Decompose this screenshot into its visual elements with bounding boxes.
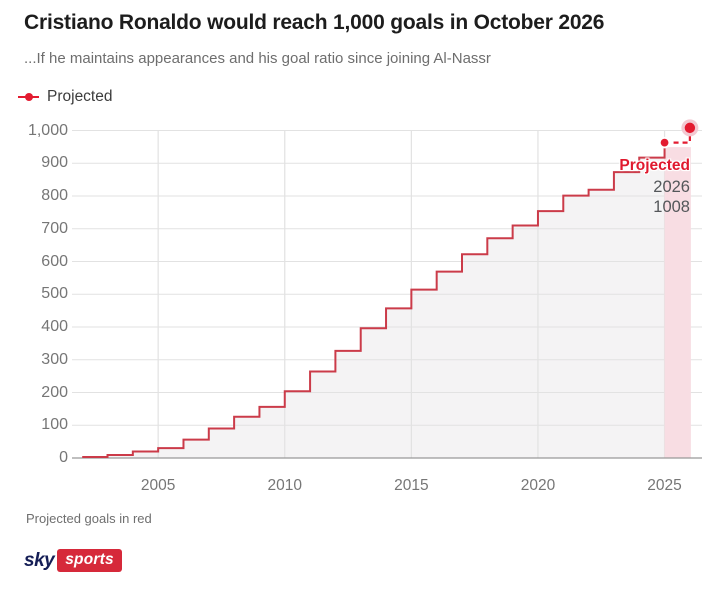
- y-tick-label-500: 500: [41, 285, 68, 303]
- projection-band: [664, 147, 691, 458]
- x-tick-label-2005: 2005: [140, 477, 176, 494]
- chart-footnote: Projected goals in red: [26, 511, 152, 526]
- x-tick-label-2020: 2020: [520, 477, 556, 494]
- annotation-year: 2026: [653, 177, 690, 196]
- y-tick-label-300: 300: [41, 350, 68, 368]
- projected-legend-marker-icon: [18, 88, 39, 106]
- y-tick-label-600: 600: [41, 252, 68, 270]
- x-tick-label-2010: 2010: [267, 477, 302, 494]
- x-tick-label-2025: 2025: [647, 477, 682, 494]
- annotation-projected-label: Projected: [619, 157, 690, 174]
- chart-subtitle: ...If he maintains appearances and his g…: [24, 50, 491, 67]
- logo-sports-text: sports: [65, 551, 114, 568]
- legend-label: Projected: [47, 88, 113, 105]
- legend-dot-icon: [24, 93, 33, 101]
- sky-sports-logo: sky sports: [24, 549, 122, 572]
- y-tick-label-400: 400: [41, 318, 68, 335]
- projected-dot-2026: [684, 122, 696, 134]
- annotation-value: 1008: [653, 198, 690, 216]
- logo-sky-text: sky: [24, 549, 55, 571]
- y-tick-label-200: 200: [41, 383, 68, 401]
- projected-dot-2025: [658, 136, 671, 149]
- x-tick-label-2015: 2015: [394, 477, 429, 494]
- y-tick-label-900: 900: [41, 154, 68, 172]
- goals-step-line: [82, 142, 666, 459]
- y-tick-label-100: 100: [41, 416, 68, 434]
- goals-area-fill: [82, 157, 665, 458]
- chart-title: Cristiano Ronaldo would reach 1,000 goal…: [24, 11, 605, 34]
- y-tick-label-0: 0: [59, 449, 68, 466]
- y-tick-label-800: 800: [41, 187, 68, 204]
- projection-annotation: Projected 2026 1008: [619, 156, 690, 218]
- logo-sports-box: sports: [57, 549, 122, 572]
- y-tick-label-1000: 1,000: [27, 121, 68, 139]
- legend: Projected: [18, 88, 112, 106]
- y-tick-label-700: 700: [41, 219, 68, 237]
